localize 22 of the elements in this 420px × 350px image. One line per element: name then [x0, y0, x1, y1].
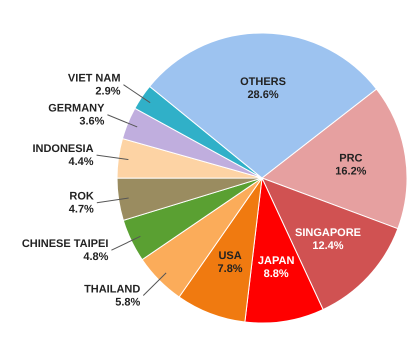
- slice-label: PRC: [339, 152, 363, 164]
- slice-label: THAILAND: [84, 283, 140, 296]
- data-label: 8.8%: [264, 268, 289, 280]
- data-label: 7.8%: [218, 263, 243, 276]
- data-label: 28.6%: [247, 89, 279, 102]
- data-label: 4.4%: [68, 156, 94, 168]
- slice-label: JAPAN: [258, 254, 294, 267]
- data-label: 12.4%: [312, 240, 344, 252]
- data-label: 3.6%: [79, 116, 105, 128]
- slice-label: USA: [218, 250, 242, 262]
- slice-label: INDONESIA: [32, 143, 94, 156]
- slice-label: CHINESE TAIPEI: [22, 238, 108, 250]
- data-label: 4.7%: [68, 204, 94, 216]
- data-label: 2.9%: [95, 86, 121, 98]
- slice-label: ROK: [69, 190, 94, 203]
- slice-label: GERMANY: [48, 102, 106, 115]
- data-label: 5.8%: [115, 296, 141, 308]
- data-label: 16.2%: [335, 165, 367, 178]
- slice-label: SINGAPORE: [294, 227, 361, 240]
- data-label: 4.8%: [83, 251, 109, 264]
- slice-label: VIET NAM: [68, 72, 120, 85]
- slice-label: OTHERS: [240, 76, 286, 88]
